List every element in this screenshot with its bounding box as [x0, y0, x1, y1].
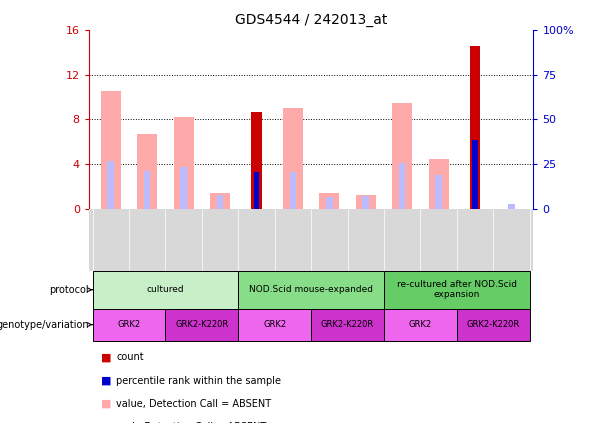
Title: GDS4544 / 242013_at: GDS4544 / 242013_at [235, 13, 387, 27]
Bar [137, 134, 157, 209]
Bar [356, 195, 376, 209]
Bar [107, 161, 114, 209]
Bar [472, 140, 478, 209]
Bar [166, 309, 238, 341]
Bar [144, 171, 150, 209]
Bar [289, 172, 296, 209]
Text: GRK2-K220R: GRK2-K220R [466, 320, 520, 329]
Text: ■: ■ [101, 422, 112, 423]
Bar [362, 196, 369, 209]
Bar [470, 47, 480, 209]
Text: value, Detection Call = ABSENT: value, Detection Call = ABSENT [116, 399, 272, 409]
Bar [254, 172, 259, 209]
Bar [457, 309, 530, 341]
Text: genotype/variation: genotype/variation [0, 320, 92, 330]
Text: GRK2: GRK2 [118, 320, 140, 329]
Text: GRK2: GRK2 [409, 320, 432, 329]
Bar [238, 271, 384, 309]
Bar [435, 175, 442, 209]
Text: rank, Detection Call = ABSENT: rank, Detection Call = ABSENT [116, 422, 267, 423]
Bar [217, 195, 223, 209]
Bar [283, 108, 303, 209]
Text: GRK2-K220R: GRK2-K220R [321, 320, 374, 329]
Bar [93, 271, 238, 309]
Bar [251, 112, 262, 209]
Bar [384, 271, 530, 309]
Bar [173, 117, 194, 209]
Text: GRK2: GRK2 [263, 320, 286, 329]
Bar [384, 309, 457, 341]
Bar [101, 91, 121, 209]
Text: percentile rank within the sample: percentile rank within the sample [116, 376, 281, 386]
Bar [428, 159, 449, 209]
Text: ■: ■ [101, 376, 112, 386]
Bar [508, 204, 515, 209]
Text: ■: ■ [101, 352, 112, 363]
Text: GRK2-K220R: GRK2-K220R [175, 320, 229, 329]
Text: NOD.Scid mouse-expanded: NOD.Scid mouse-expanded [249, 285, 373, 294]
Bar [399, 163, 405, 209]
Bar [180, 167, 187, 209]
Bar [311, 309, 384, 341]
Bar [319, 192, 340, 209]
Text: re-cultured after NOD.Scid
expansion: re-cultured after NOD.Scid expansion [397, 280, 517, 299]
Text: cultured: cultured [147, 285, 184, 294]
Bar [326, 197, 333, 209]
Bar [93, 309, 166, 341]
Text: protocol: protocol [50, 285, 92, 295]
Bar [238, 309, 311, 341]
Text: count: count [116, 352, 144, 363]
Bar [210, 192, 230, 209]
Bar [392, 103, 412, 209]
Text: ■: ■ [101, 399, 112, 409]
